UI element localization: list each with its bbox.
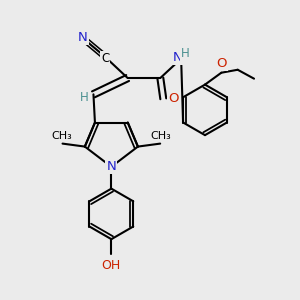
Text: H: H [181,47,190,60]
Text: CH₃: CH₃ [151,131,171,141]
Text: N: N [106,160,116,173]
Text: O: O [217,57,227,70]
Text: N: N [78,32,88,44]
Text: CH₃: CH₃ [51,131,72,141]
Text: O: O [168,92,178,105]
Text: N: N [173,51,182,64]
Text: C: C [101,52,110,65]
Text: OH: OH [102,260,121,272]
Text: H: H [80,91,89,104]
